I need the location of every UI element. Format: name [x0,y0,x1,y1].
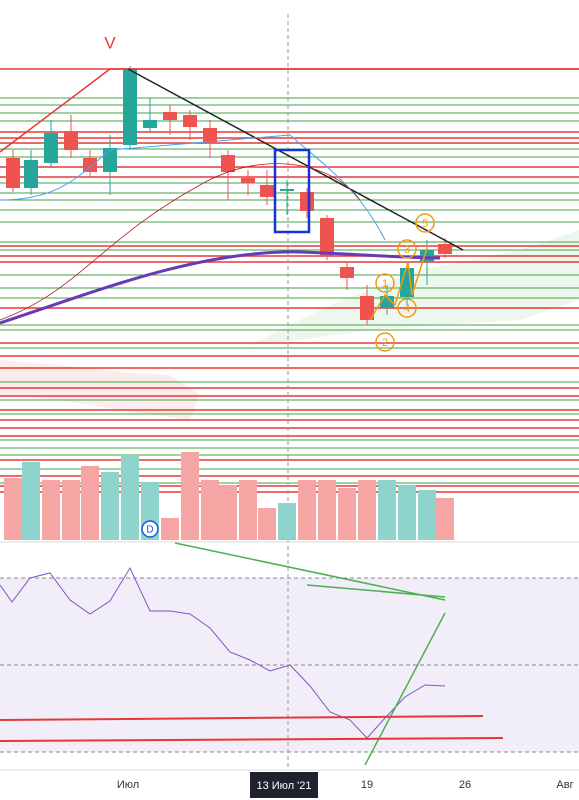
volume-bar [398,485,416,540]
event-label[interactable]: D [146,525,153,536]
tenkan [0,134,386,241]
wave-circle [397,298,417,318]
candles [6,66,452,325]
volume-bar [278,503,296,540]
v-label: V [104,33,116,52]
time-label: Авг [556,779,573,791]
time-label: Июл [117,779,139,791]
candle-body [123,69,137,145]
trendline [127,68,464,251]
volume-bar [298,480,316,540]
candle-body [103,148,117,172]
cloud-red [0,360,200,420]
volume-bar [181,452,199,540]
volume-bar [161,518,179,540]
volume-bar [22,462,40,540]
wave-label: 3 [404,244,410,256]
volume-bar [378,480,396,540]
volume-bar [121,455,139,540]
candle-body [183,115,197,127]
candle-body [280,189,294,191]
rsi-line [0,566,446,739]
candle-body [163,112,177,120]
candle-body [241,178,255,183]
wave-circle [375,332,395,352]
candle-body [438,244,452,254]
volume-bar [101,472,119,540]
event-marker[interactable] [141,520,159,538]
moving-average [0,250,441,325]
candle-body [203,128,217,143]
candle-body [420,250,434,262]
volume-bar [436,498,454,540]
wave-circle [397,239,417,259]
volume-bar [358,480,376,540]
wave-label: 2 [382,337,388,349]
volume-bar [258,508,276,540]
candle-body [24,160,38,188]
rsi-trend [174,542,446,601]
levels [0,68,579,493]
volume-bar [62,480,80,540]
volume-bar [338,488,356,540]
time-label: 19 [361,779,373,791]
candle-body [300,192,314,211]
rsi-support [0,715,484,721]
candle-body [143,120,157,128]
time-label: 26 [459,779,471,791]
wave-labels: 1 2 3 4 5 [375,213,435,352]
volume-bar [239,480,257,540]
wave-circle [415,213,435,233]
candle-body [360,296,374,320]
wave-label: 5 [422,218,428,230]
highlight-box [273,148,311,234]
volume-bar [81,466,99,540]
wave-label: 4 [404,303,410,315]
candle-body [83,158,97,172]
candle-body [6,158,20,188]
candle-body [64,131,78,150]
crosshair-tag [250,772,318,798]
candle-body [340,267,354,278]
volume-bar [201,480,219,540]
rsi-support [0,737,504,742]
kijun [0,163,361,321]
volume-bar [4,478,22,540]
candle-body [260,185,274,197]
wave-circle [375,273,395,293]
volume [4,452,454,540]
wave-path [369,244,429,321]
v-line [0,68,579,153]
volume-bar [219,485,237,540]
candle-body [380,296,394,308]
volume-bar [318,480,336,540]
candle-body [320,218,334,256]
candle-body [44,133,58,163]
volume-bar [418,490,436,540]
volume-bar [42,480,60,540]
candle-body [221,155,235,172]
wave-label: 1 [382,278,388,290]
crosshair-label: 13 Июл '21 [256,780,311,792]
